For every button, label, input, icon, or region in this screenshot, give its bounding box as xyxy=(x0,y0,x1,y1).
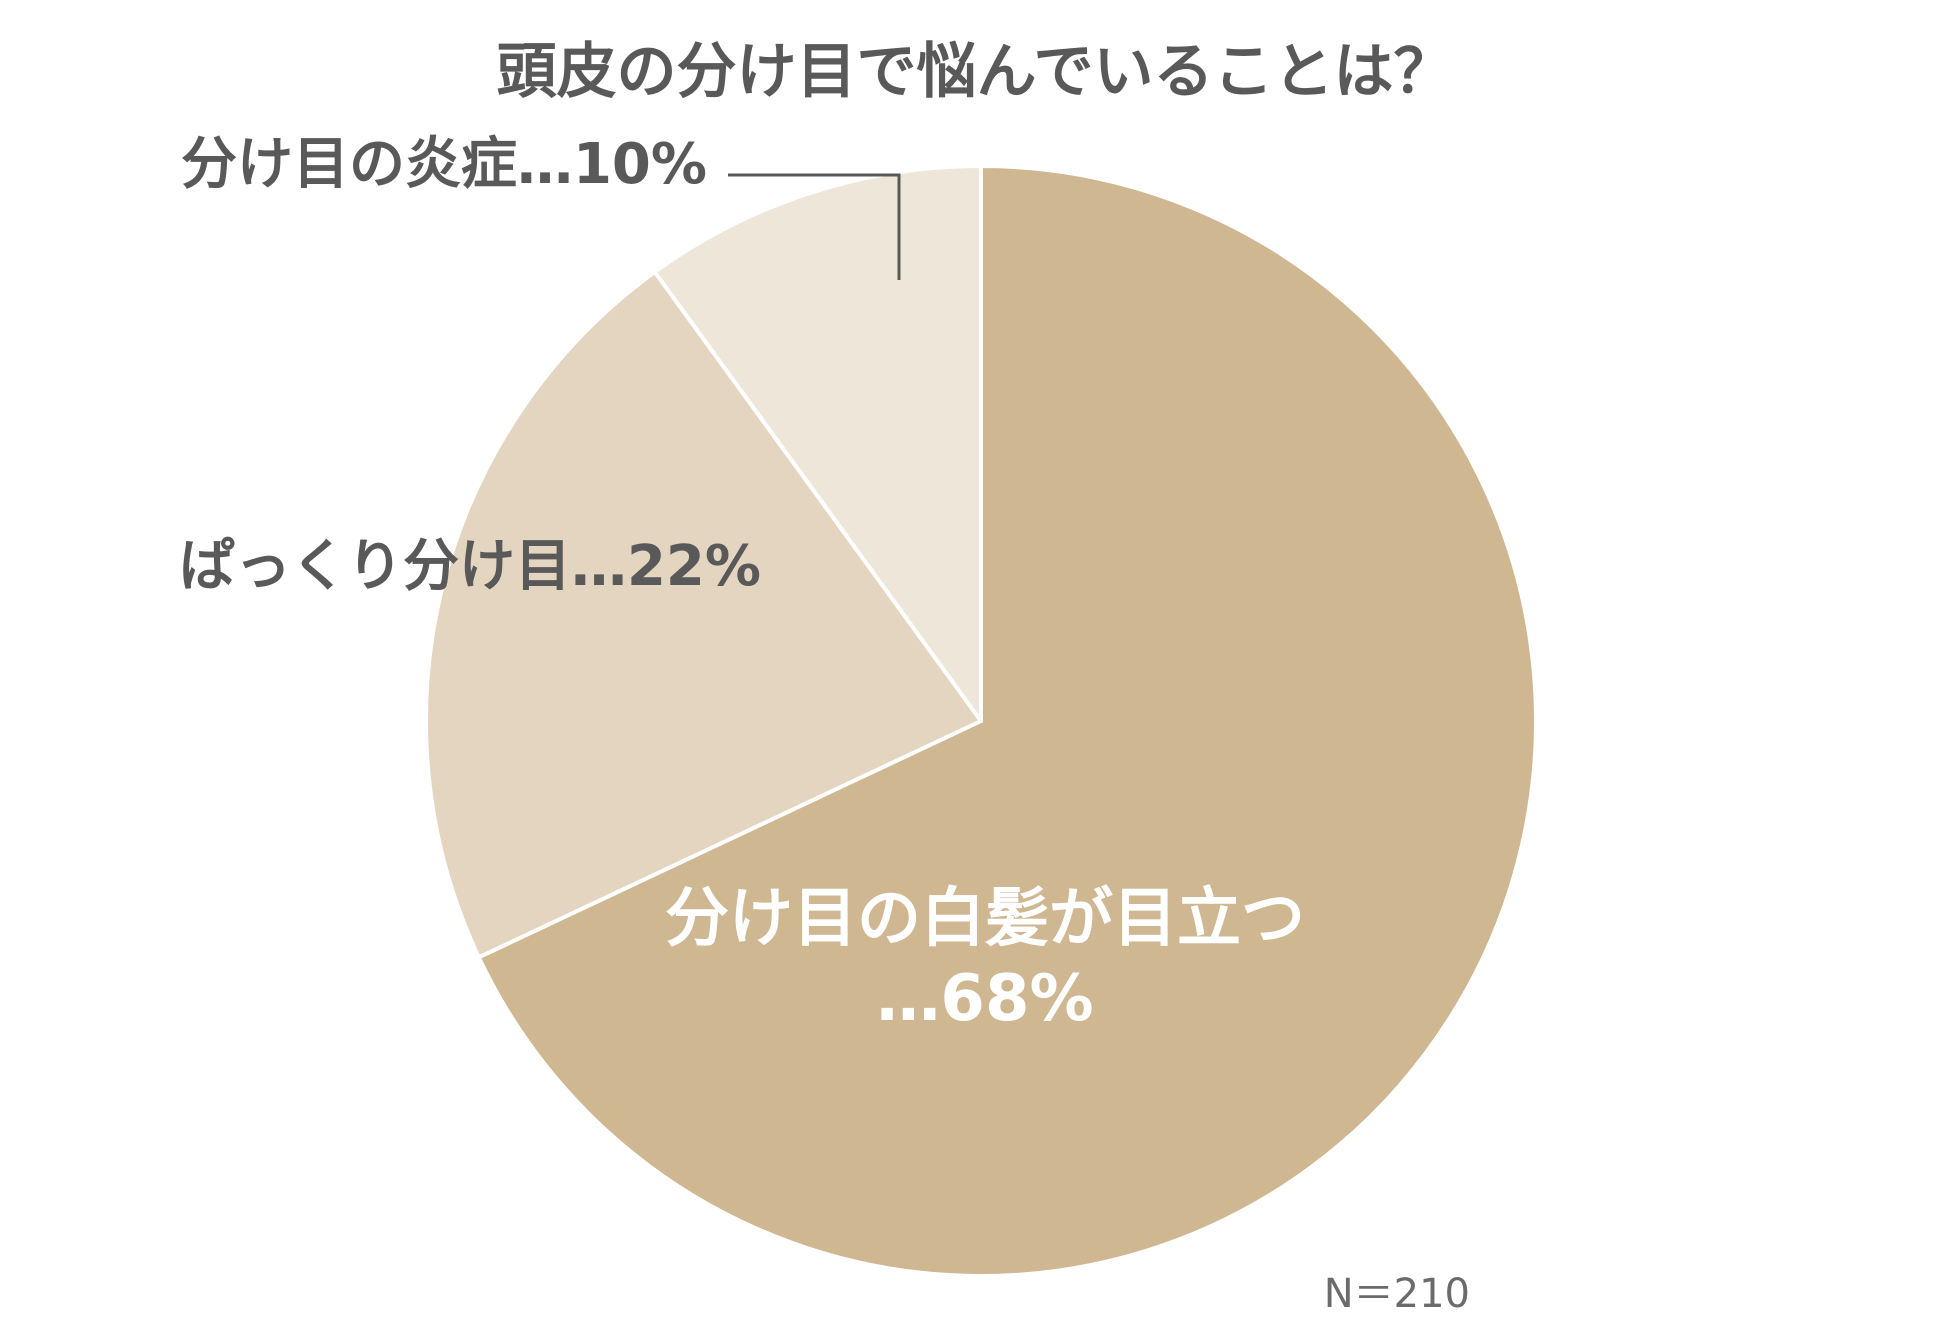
pie-slice-2 xyxy=(424,269,983,960)
slice-label-2-line-1: ぱっくり分け目…22% xyxy=(179,534,761,599)
slice-label-1-line-2: …68% xyxy=(876,962,1093,1036)
slice-labels: 分け目の白髪が目立つ…68% ぱっくり分け目…22% 分け目の炎症…10% xyxy=(179,132,1305,1036)
pie-slice-3 xyxy=(652,164,983,723)
sample-size-note: N＝210 xyxy=(1324,1271,1470,1317)
slice-label-2: ぱっくり分け目…22% xyxy=(179,534,761,599)
slice-label-1-line-1: 分け目の白髪が目立つ xyxy=(665,882,1305,956)
slice-label-1: 分け目の白髪が目立つ…68% xyxy=(665,882,1305,1036)
chart-title: 頭皮の分け目で悩んでいることは？ xyxy=(497,37,1454,107)
pie-slices xyxy=(424,164,1538,1278)
leader-line-3 xyxy=(728,173,901,280)
pie-slice-1 xyxy=(476,164,1538,1278)
slice-label-3-line-1: 分け目の炎症…10% xyxy=(181,132,707,197)
slice-label-3: 分け目の炎症…10% xyxy=(181,132,707,197)
leader-lines xyxy=(728,173,901,280)
